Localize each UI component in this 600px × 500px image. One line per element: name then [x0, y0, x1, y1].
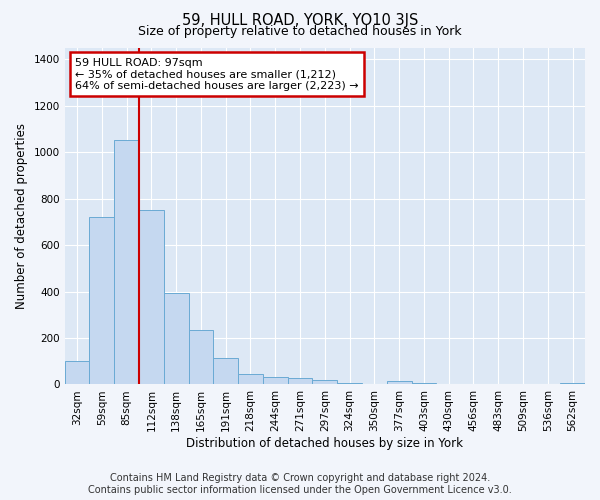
Bar: [114, 140, 139, 384]
Text: 59, HULL ROAD, YORK, YO10 3JS: 59, HULL ROAD, YORK, YO10 3JS: [182, 12, 418, 28]
Bar: [188, 330, 214, 384]
Bar: [313, 380, 337, 384]
Text: Contains HM Land Registry data © Crown copyright and database right 2024.
Contai: Contains HM Land Registry data © Crown c…: [88, 474, 512, 495]
Text: 59 HULL ROAD: 97sqm
← 35% of detached houses are smaller (1,212)
64% of semi-det: 59 HULL ROAD: 97sqm ← 35% of detached ho…: [75, 58, 359, 91]
Y-axis label: Number of detached properties: Number of detached properties: [15, 123, 28, 309]
Text: Size of property relative to detached houses in York: Size of property relative to detached ho…: [138, 25, 462, 38]
Bar: [65, 361, 89, 384]
X-axis label: Distribution of detached houses by size in York: Distribution of detached houses by size …: [187, 437, 463, 450]
Bar: [287, 378, 313, 384]
Bar: [214, 358, 238, 384]
Bar: [263, 378, 287, 384]
Bar: [164, 292, 188, 384]
Bar: [387, 381, 412, 384]
Bar: [139, 210, 164, 384]
Bar: [238, 374, 263, 384]
Bar: [89, 217, 114, 384]
